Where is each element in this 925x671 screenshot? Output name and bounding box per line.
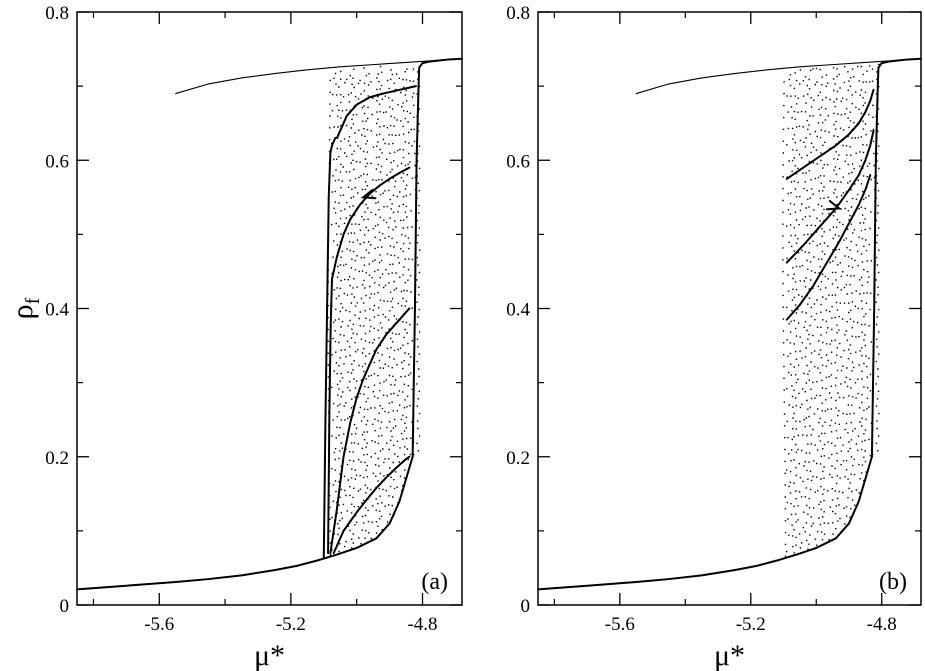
scatter-dots-a [327, 65, 421, 556]
panel-a: -5.6 -5.2 -4.8 0 0.2 0.4 0.6 0.8 (a) μ* ρf [6, 3, 463, 671]
y-tick-label: 0 [60, 596, 70, 617]
x-tick-label: -5.6 [144, 614, 174, 635]
series-line-2 [411, 57, 463, 458]
series-line-7 [329, 307, 411, 555]
plot-frame-a [76, 11, 463, 606]
y-axis-label-subscript: f [22, 297, 44, 304]
scatter-dot-field [327, 65, 421, 556]
y-tick-label: 0.2 [506, 448, 530, 469]
y-axis-label-main: ρ [6, 304, 39, 319]
panel-label-b: (b) [879, 569, 907, 595]
panel-label-a: (a) [421, 569, 448, 595]
series-line-1 [76, 455, 414, 591]
x-tick-label: -5.2 [276, 614, 306, 635]
ticks-a: -5.6 -5.2 -4.8 0 0.2 0.4 0.6 0.8 [45, 3, 462, 635]
y-tick-label: 0.6 [506, 151, 530, 172]
series-line-4 [335, 85, 417, 140]
x-tick-label: -4.8 [407, 614, 437, 635]
arrows-a [360, 188, 377, 200]
y-tick-label: 0.8 [506, 3, 530, 24]
direction-arrow-0 [360, 188, 377, 200]
y-axis-label: ρf [6, 297, 44, 319]
series-line-3 [322, 137, 337, 558]
series-group-b [537, 57, 922, 591]
series-line-1 [537, 455, 873, 591]
series-line-4 [785, 129, 875, 264]
series-line-3 [785, 88, 875, 180]
direction-arrow-0 [826, 199, 842, 211]
plot-frame-b [537, 11, 922, 606]
series-line-8 [332, 455, 411, 555]
series-line-2 [870, 57, 922, 458]
series-line-5 [327, 277, 334, 555]
series-line-6 [331, 166, 411, 280]
ticks-b: -5.6 -5.2 -4.8 0 0.2 0.4 0.6 0.8 [506, 3, 921, 635]
x-tick-label: -5.6 [605, 614, 635, 635]
y-tick-label: 0.8 [45, 3, 69, 24]
y-tick-label: 0.6 [45, 151, 69, 172]
arrows-b [826, 199, 842, 211]
series-group-a [76, 57, 463, 591]
y-tick-label: 0.2 [45, 448, 69, 469]
x-tick-label: -4.8 [867, 614, 897, 635]
series-line-5 [785, 174, 872, 321]
x-axis-label-b: μ* [714, 639, 745, 671]
panel-b: -5.6 -5.2 -4.8 0 0.2 0.4 0.6 0.8 (b) μ* [506, 3, 922, 671]
y-tick-label: 0.4 [45, 300, 69, 321]
y-tick-label: 0 [521, 596, 531, 617]
y-tick-label: 0.4 [506, 300, 530, 321]
x-axis-label-a: μ* [254, 639, 285, 671]
x-tick-label: -5.2 [736, 614, 766, 635]
